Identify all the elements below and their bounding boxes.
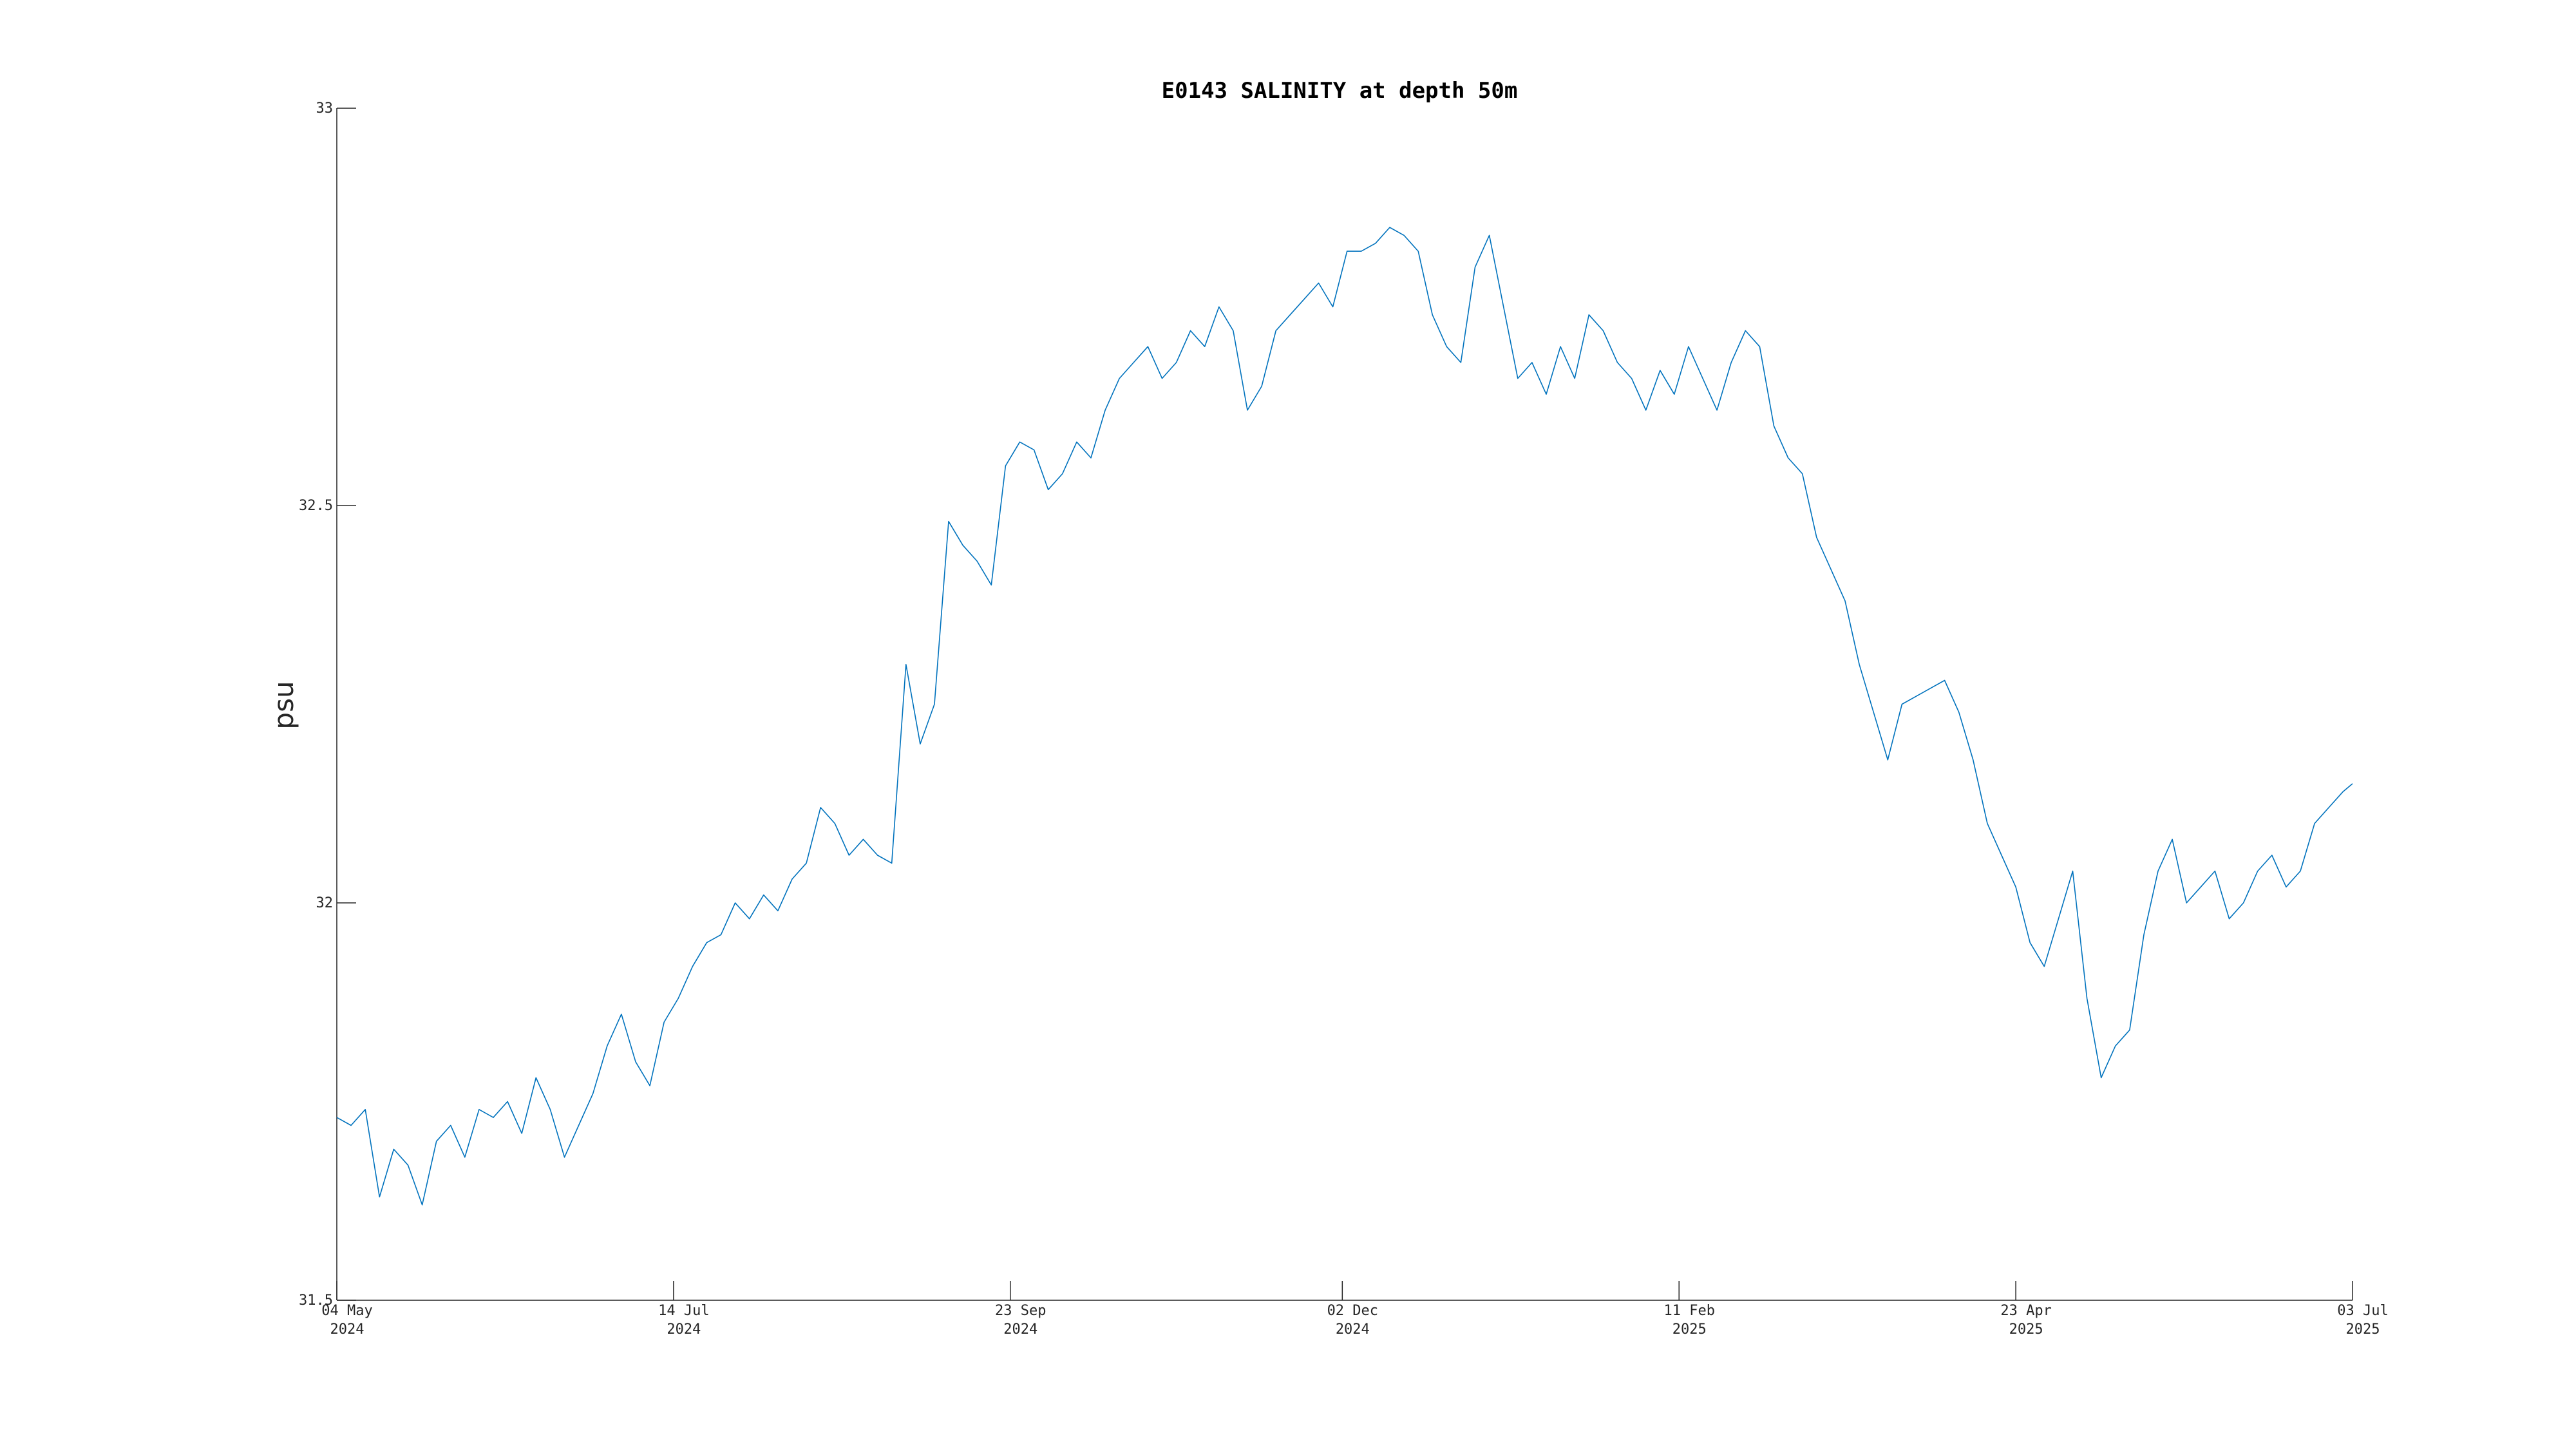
x-tick-label-date: 23 Apr (2000, 1303, 2051, 1319)
x-ticks: 04 May 2024 14 Jul 2024 23 Sep 2024 02 Dec 2024… (321, 1281, 2389, 1338)
x-tick-label-year: 2024 (330, 1321, 365, 1338)
y-tick-label: 32 (316, 895, 334, 911)
x-tick-label-year: 2025 (2009, 1321, 2043, 1338)
x-tick-label-year: 2024 (1336, 1321, 1370, 1338)
y-ticks: 31.5 32 32.5 33 (299, 100, 356, 1309)
x-tick-label-year: 2025 (2346, 1321, 2380, 1338)
x-tick-label-date: 02 Dec (1327, 1303, 1378, 1319)
salinity-series-line (336, 227, 2353, 1206)
x-tick-label-date: 11 Feb (1663, 1303, 1714, 1319)
series-layer (336, 227, 2353, 1206)
x-tick-label-date: 03 Jul (2337, 1303, 2388, 1319)
y-tick-label: 31.5 (299, 1293, 333, 1309)
chart-title: E0143 SALINITY at depth 50m (1162, 78, 1518, 104)
y-tick-label: 33 (316, 100, 334, 117)
y-tick-label: 32.5 (299, 498, 333, 514)
plot-area: 31.5 32 32.5 33 04 May 2024 14 Jul 2024 23 Sep 2… (299, 100, 2389, 1338)
x-tick-label-year: 2024 (667, 1321, 701, 1338)
x-tick-label-date: 23 Sep (995, 1303, 1046, 1319)
x-tick-label-year: 2025 (1672, 1321, 1707, 1338)
x-tick-label-date: 04 May (321, 1303, 372, 1319)
x-tick-label-date: 14 Jul (658, 1303, 709, 1319)
x-tick-label-year: 2024 (1003, 1321, 1037, 1338)
y-axis-label: psu (268, 681, 299, 729)
